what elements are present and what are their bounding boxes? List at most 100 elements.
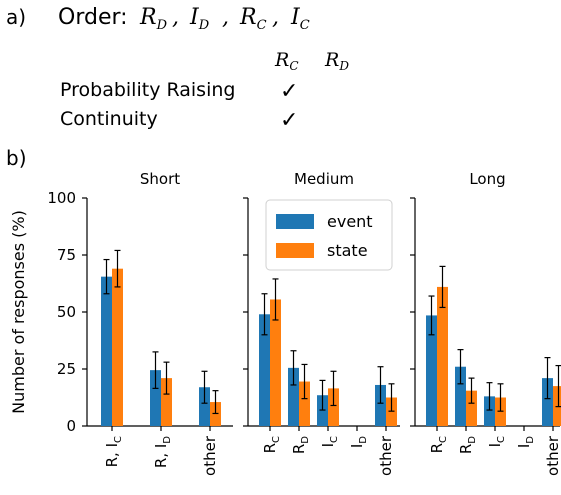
event-bar [150,370,161,426]
order-symbol-base: I [290,5,301,30]
legend: event state [265,199,393,271]
legend-label: state [327,241,368,260]
order-symbol-base: R [139,5,157,30]
order-prefix: Order: [58,5,128,30]
x-tick-label-base: R, I [152,444,170,468]
event-bar [288,367,299,426]
state-bar [437,286,448,426]
x-tick-label: other [377,435,395,476]
order-items: RD, ID, RC, IC [139,5,310,33]
x-tick-label: other [544,435,561,476]
x-tick-label-base: R [428,443,446,453]
y-tick-label: 0 [66,417,76,435]
x-tick-label-sub: C [496,436,507,443]
criteria-column-header-base: R [274,49,289,71]
y-axis-label: Number of responses (%) [9,210,28,414]
x-tick-label-base: R [457,444,475,454]
order-comma: , [172,5,179,30]
order-symbol-sub: C [300,18,310,33]
x-tick-label-base: other [201,435,219,476]
panel-b-label: b) [6,146,27,170]
x-tick-label: RC [428,436,449,453]
criteria-column-header-sub: C [289,59,298,73]
order-comma: , [272,5,279,30]
panel-title: Medium [294,170,354,188]
state-bar [328,388,339,426]
panel-title: Short [140,170,180,188]
x-tick-label-base: R [290,444,308,454]
order-item: RC, [239,5,279,33]
criteria-column-header: RD [324,49,349,73]
x-tick-label-sub: C [438,436,449,443]
criteria-column-header-base: R [324,49,339,71]
panel-b: b) Number of responses (%) 0 25 50 75 100 Sh… [6,146,561,476]
x-tick-label-base: R, I [103,443,121,467]
y-tick-label: 75 [57,246,76,264]
event-bar [199,387,210,426]
event-bar [259,314,270,426]
x-tick-label: other [201,435,219,476]
x-tick-label-sub: C [113,436,124,443]
order-item: ID, [189,5,229,33]
order-symbol: RD [139,5,168,33]
x-tick-label-base: I [319,443,337,447]
criteria-row: Probability Raising ✓ [60,79,298,104]
order-symbol: RC [239,5,267,33]
order-comma: , [222,5,229,30]
x-tick-label-sub: C [271,436,282,443]
criteria-column-header-sub: D [338,59,349,73]
criteria-row-label: Probability Raising [60,79,235,101]
y-tick-label: 50 [57,303,76,321]
x-tick-label: IC [319,436,340,447]
state-bar [161,378,172,426]
y-axis: 0 25 50 75 100 [47,189,88,435]
order-symbol: IC [290,5,310,33]
state-bar [112,268,123,426]
x-tick-label: RC [261,436,282,453]
panel-a: a) Order: RD, ID, RC, IC RC RD Probability R… [6,5,349,133]
event-bar [484,396,495,426]
x-tick-label-sub: D [358,436,369,444]
x-tick-label: RD [457,436,478,454]
criteria-row-label: Continuity [60,108,158,130]
x-tick-label-base: I [515,444,533,448]
order-symbol-base: I [189,5,200,30]
order-item: IC [290,5,310,33]
x-tick-label-sub: D [467,436,478,444]
criteria-columns: RC RD [274,49,349,73]
x-tick-label: IC [486,436,507,447]
x-tick-label: ID [348,436,369,448]
order-line: Order: [58,5,128,30]
event-bar [101,276,112,426]
panel-a-label: a) [6,5,26,29]
x-tick-label: RD [290,436,311,454]
x-tick-label: R, ID [152,436,173,468]
legend-label: event [327,212,373,231]
state-bar [270,299,281,426]
order-item: RD, [139,5,179,33]
event-bar [542,378,553,426]
y-tick-label: 25 [57,360,76,378]
x-tick-label-sub: D [300,436,311,444]
order-symbol-sub: D [198,18,210,33]
state-bar [466,390,477,426]
x-tick-label: R, IC [103,436,124,467]
state-bar [299,381,310,426]
check-mark: ✓ [280,108,298,133]
order-symbol-sub: D [156,18,168,33]
order-symbol: ID [189,5,210,33]
panel-title: Long [469,170,505,188]
x-tick-label-base: other [377,435,395,476]
x-tick-label-sub: C [329,436,340,443]
order-symbol-base: R [239,5,257,30]
x-tick-label-base: I [348,444,366,448]
x-tick-label-sub: D [525,436,536,444]
event-bar [426,315,437,426]
x-tick-label-base: I [486,443,504,447]
x-tick-label-sub: D [162,436,173,444]
